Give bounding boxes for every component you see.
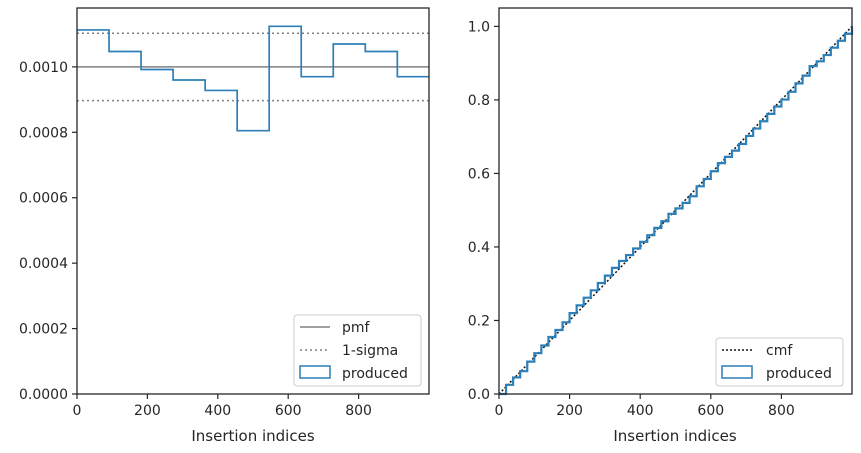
cmf-legend: cmf produced [715,337,844,387]
pmf-x-tick-label: 800 [345,403,372,419]
cmf-y-tick-label: 1.0 [468,19,490,35]
pmf-y-ticks: 0.0000 0.0002 0.0004 0.0006 0.0008 0.0010 [19,60,77,403]
cmf-x-tick-label: 400 [627,403,654,419]
cmf-y-ticks: 0.0 0.2 0.4 0.6 0.8 1.0 [468,19,499,403]
pmf-panel: 0 200 400 600 800 0.00000.00020.00040.00060.… [19,7,430,445]
pmf-y-tick-label: 0.0010 [19,60,68,76]
pmf-x-tick-label: 200 [134,403,161,419]
pmf-legend-box [293,314,422,387]
produced-cumulative-line [499,26,854,396]
pmf-legend-label-pmf: pmf [342,320,371,336]
cmf-y-tick-label: 0.8 [468,93,490,109]
pmf-x-axis-label: Insertion indices [191,427,314,445]
pmf-legend-label-sigma: 1-sigma [342,343,398,359]
pmf-legend: pmf 1-sigma produced [293,314,422,387]
pmf-y-tick-label: 0.0002 [19,322,68,338]
cmf-x-tick-label: 800 [768,403,795,419]
pmf-legend-swatch-produced [299,365,331,379]
cmf-y-tick-label: 0.2 [468,313,490,329]
pmf-legend-label-produced: produced [342,366,408,382]
cmf-x-tick-label: 600 [697,403,724,419]
pmf-y-tick-label: 0.0008 [19,125,68,141]
pmf-y-tick-label: 0.0006 [19,191,68,207]
cmf-y-tick-label: 0.0 [468,387,490,403]
pmf-x-tick-label: 600 [275,403,302,419]
pmf-x-ticks: 0 200 400 600 800 [73,394,372,419]
pmf-x-tick-label: 0 [73,403,82,419]
produced-step-line [77,25,429,132]
cmf-x-tick-label: 0 [495,403,504,419]
pmf-axes-frame [76,7,430,395]
pmf-plot-area [77,25,429,132]
cmf-legend-label-produced: produced [766,366,832,382]
cmf-y-tick-label: 0.6 [468,166,490,182]
pmf-y-tick-label: 0.0004 [19,256,68,272]
cmf-axes-frame [498,7,853,395]
cmf-line [498,25,853,395]
cmf-plot-area [498,25,854,396]
cmf-legend-label-cmf: cmf [766,343,793,359]
cmf-y-tick-label: 0.4 [468,240,490,256]
cmf-x-ticks: 0 200 400 600 800 [495,394,795,419]
cmf-legend-swatch-produced [721,365,753,379]
pmf-x-tick-label: 400 [204,403,231,419]
cmf-x-axis-label: Insertion indices [613,427,736,445]
cmf-x-tick-label: 200 [556,403,583,419]
pmf-y-tick-label: 0.0000 [19,387,68,403]
cmf-panel: 0 200 400 600 800 0.0 0.2 0.4 0.6 0.8 1.0 Inserti… [468,7,854,445]
